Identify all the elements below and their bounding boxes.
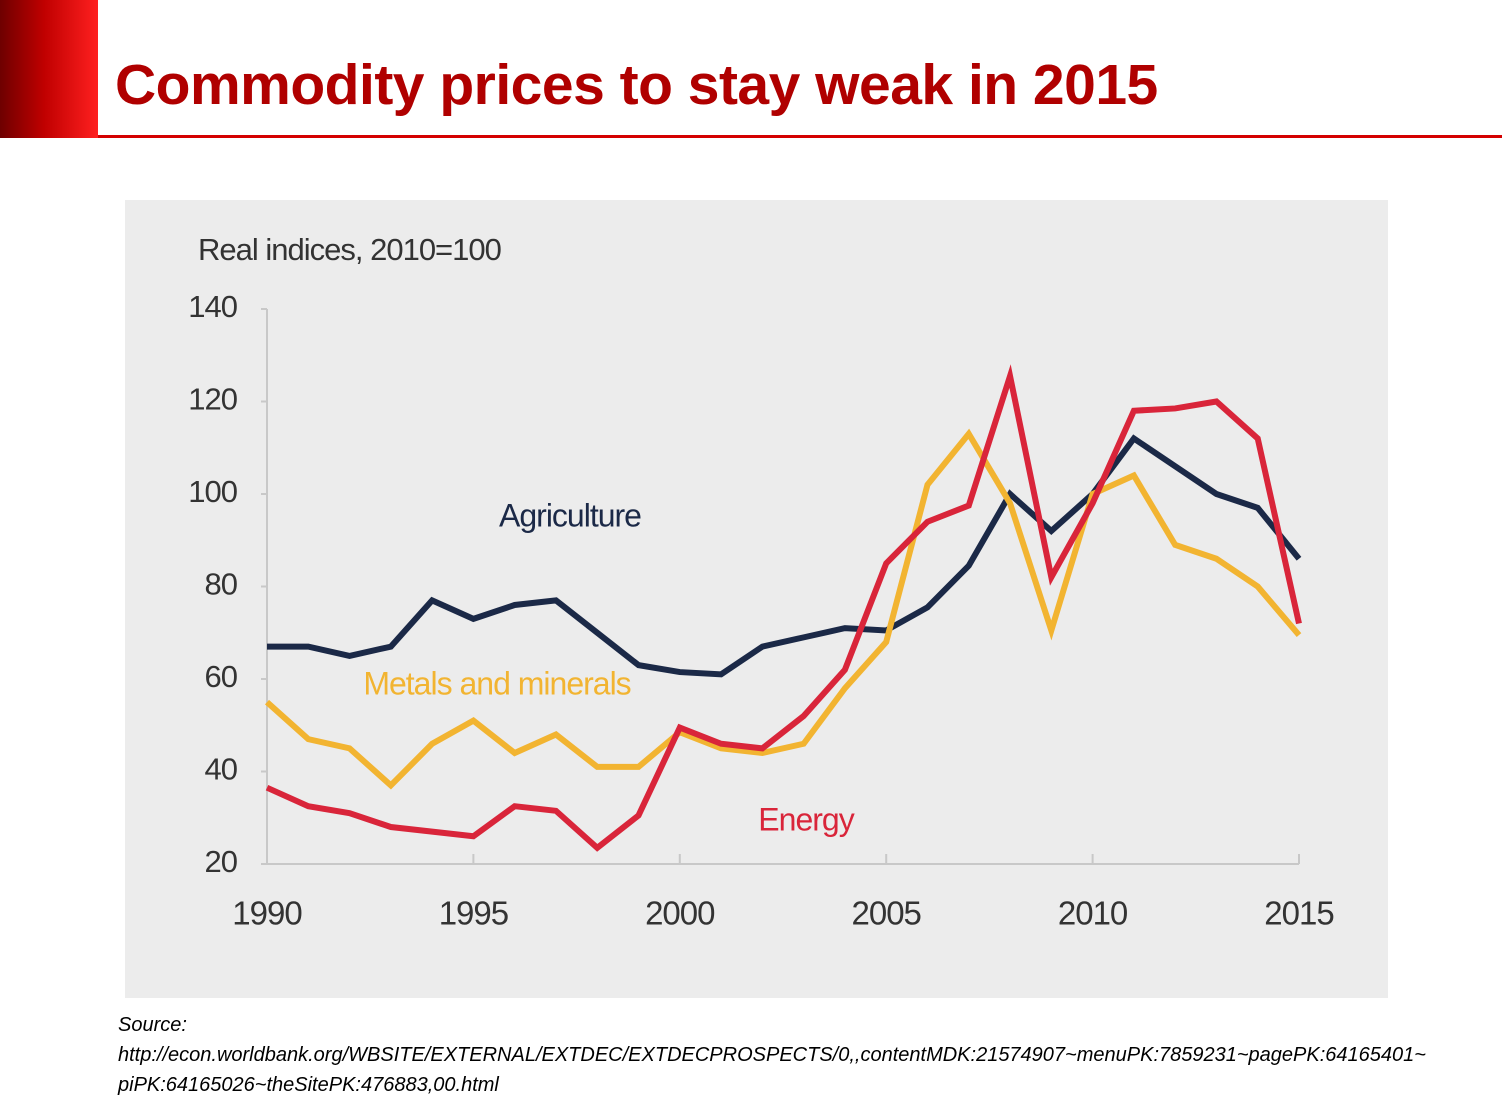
series-line bbox=[264, 428, 1302, 790]
y-tick-label: 60 bbox=[205, 659, 238, 694]
x-tick-label: 2005 bbox=[851, 895, 920, 932]
x-tick-label: 2000 bbox=[645, 895, 715, 932]
chart-background bbox=[125, 200, 1388, 998]
x-tick-label: 2010 bbox=[1058, 895, 1128, 932]
slide-title: Commodity prices to stay weak in 2015 bbox=[115, 53, 1158, 117]
y-tick-label: 140 bbox=[188, 289, 237, 324]
series-line bbox=[265, 364, 1302, 852]
source-url: http://econ.worldbank.org/WBSITE/EXTERNA… bbox=[118, 1044, 1426, 1096]
source-label: Source: bbox=[118, 1014, 187, 1036]
y-tick-label: 100 bbox=[188, 474, 237, 509]
series-label: Agriculture bbox=[499, 497, 641, 533]
y-tick-label: 80 bbox=[205, 567, 238, 602]
x-tick-label: 1995 bbox=[439, 895, 508, 932]
x-tick-label: 1990 bbox=[232, 895, 302, 932]
header-accent bbox=[0, 0, 98, 138]
y-tick-label: 20 bbox=[205, 844, 238, 879]
source: Source: http://econ.worldbank.org/WBSITE… bbox=[118, 1010, 1428, 1100]
chart: Real indices, 2010=100 20 40 60 80 100 120 140… bbox=[125, 200, 1388, 998]
series-line bbox=[267, 434, 1302, 678]
axis-title: Real indices, 2010=100 bbox=[198, 232, 502, 267]
series-label: Energy bbox=[758, 801, 854, 837]
y-tick-label: 120 bbox=[188, 382, 237, 417]
header-rule bbox=[98, 135, 1502, 138]
series-label: Metals and minerals bbox=[363, 665, 630, 701]
y-tick-label: 40 bbox=[205, 752, 238, 787]
x-tick-label: 2015 bbox=[1264, 895, 1333, 932]
